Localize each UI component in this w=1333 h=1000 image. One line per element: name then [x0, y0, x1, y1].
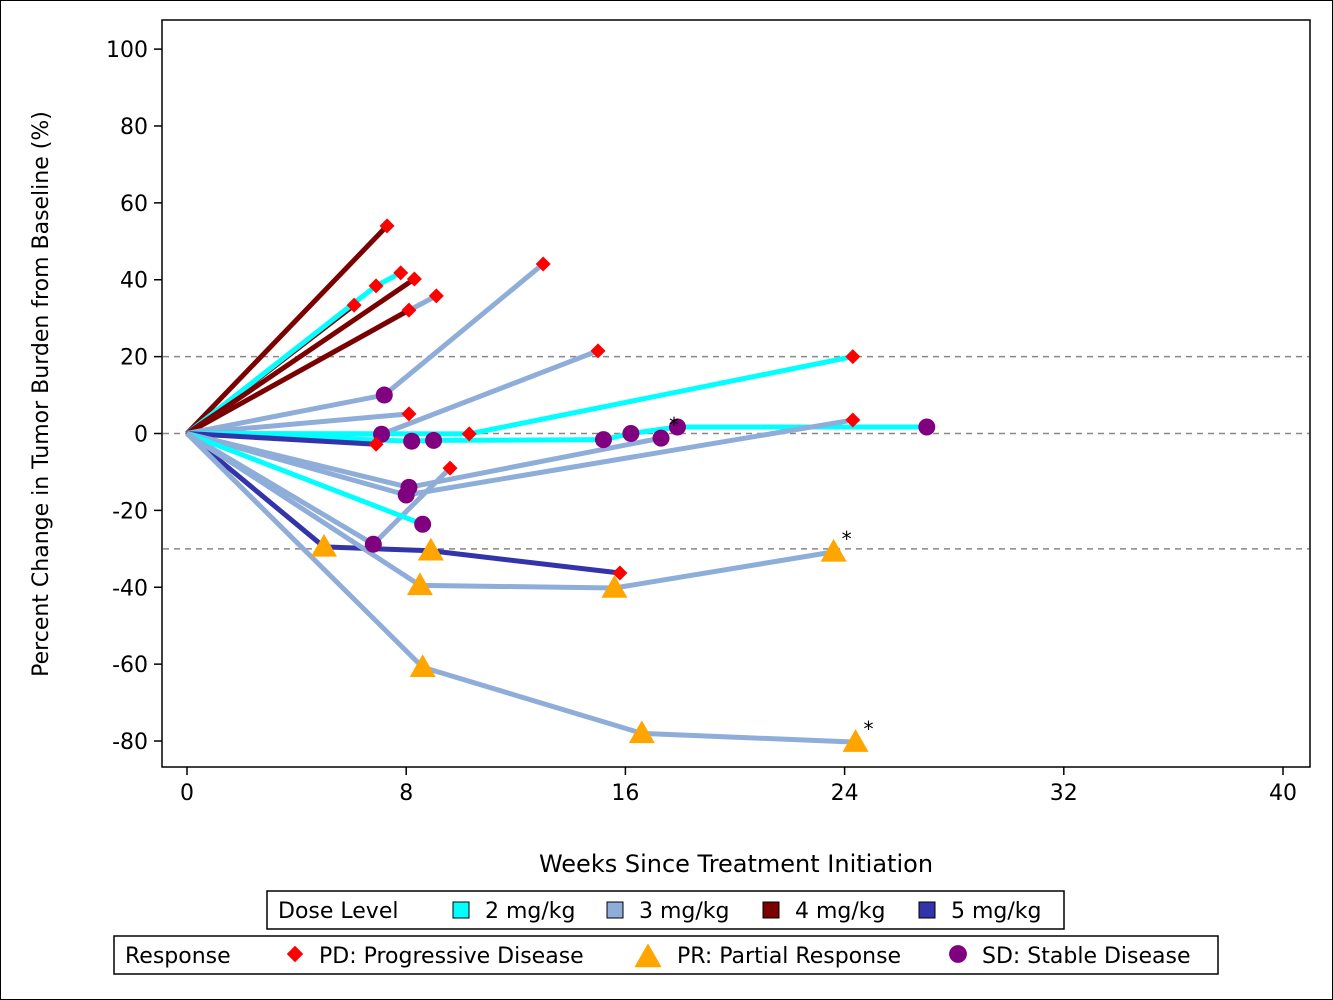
dose-swatch: [762, 901, 780, 919]
pr-marker: [311, 533, 337, 557]
patient-line: [185, 224, 389, 436]
response-legend: Response PD: Progressive Disease PR: Part…: [113, 935, 1219, 975]
x-tick-label: 0: [180, 781, 194, 806]
pd-marker: [286, 945, 304, 963]
patient-line: [186, 431, 377, 447]
dose-legend-label: 2 mg/kg: [485, 899, 576, 924]
ongoing-annotation: *: [669, 413, 679, 437]
pd-marker: [401, 302, 417, 318]
pd-marker: [845, 349, 861, 365]
sd-marker: [652, 429, 670, 447]
sd-marker: [375, 386, 393, 404]
pd-marker: [379, 218, 395, 234]
dose-legend-title: Dose Level: [278, 899, 398, 924]
dose-legend-label: 5 mg/kg: [951, 899, 1042, 924]
dose-swatch: [606, 901, 624, 919]
sd-marker: [403, 432, 421, 450]
pr-marker: [409, 654, 436, 677]
pd-marker: [428, 288, 444, 304]
patient-line: [185, 307, 411, 436]
dose-legend-label: 4 mg/kg: [795, 899, 886, 924]
y-tick-label: 0: [134, 423, 148, 448]
x-tick-label: 24: [831, 781, 859, 806]
y-tick-label: -60: [112, 653, 148, 678]
patient-line: [185, 431, 621, 576]
dose-swatch: [452, 901, 470, 919]
pr-marker: [634, 943, 662, 968]
patient-line: [185, 431, 835, 591]
y-tick-label: 60: [120, 192, 148, 217]
response-legend-label: PR: Partial Response: [677, 944, 901, 969]
patient-line: [186, 262, 545, 436]
patient-line: [185, 431, 856, 745]
y-tick-label: -20: [112, 499, 148, 524]
ongoing-annotation: *: [842, 527, 852, 551]
pd-marker: [461, 426, 477, 442]
y-tick-label: 20: [120, 346, 148, 371]
sd-marker: [414, 515, 432, 533]
pd-marker: [368, 436, 384, 452]
pr-marker: [601, 575, 628, 598]
y-tick-label: 40: [120, 269, 148, 294]
pd-marker: [401, 406, 417, 422]
sd-marker: [397, 486, 415, 504]
pd-marker: [590, 343, 606, 359]
pd-marker: [442, 460, 458, 476]
patient-line: [185, 276, 416, 436]
x-tick-label: 32: [1050, 781, 1078, 806]
sd-marker: [425, 431, 443, 449]
x-tick-label: 16: [611, 781, 639, 806]
pr-marker: [417, 537, 444, 561]
pd-marker: [612, 565, 628, 581]
sd-marker: [594, 431, 612, 449]
sd-marker: [622, 425, 640, 442]
sd-marker: [668, 418, 686, 436]
pd-marker: [346, 297, 362, 313]
response-legend-label: SD: Stable Disease: [982, 944, 1191, 969]
y-axis-label: Percent Change in Tumor Burden from Base…: [29, 111, 54, 677]
pr-marker: [628, 720, 655, 744]
pd-marker: [368, 278, 384, 294]
y-tick-label: -80: [112, 730, 148, 755]
sd-marker: [949, 945, 967, 963]
dose-legend-label: 3 mg/kg: [639, 899, 730, 924]
pd-marker: [535, 256, 551, 272]
response-legend-title: Response: [125, 944, 231, 969]
dose-legend: Dose Level 2 mg/kg 3 mg/kg 4 mg/kg 5 mg/kg: [266, 890, 1065, 930]
plot-area: [161, 19, 1311, 768]
sd-marker: [918, 418, 936, 436]
x-axis-label: Weeks Since Treatment Initiation: [539, 850, 933, 878]
y-tick-label: 100: [106, 38, 148, 63]
dose-swatch: [918, 901, 936, 919]
y-tick-label: -40: [112, 576, 148, 601]
patient-line: [186, 431, 424, 527]
pr-marker: [406, 572, 433, 596]
x-tick-label: 40: [1269, 781, 1297, 806]
pd-marker: [393, 265, 409, 281]
pr-marker: [820, 538, 847, 562]
response-legend-label: PD: Progressive Disease: [319, 944, 584, 969]
pd-marker: [406, 271, 422, 287]
sd-marker: [364, 535, 382, 553]
pd-marker: [845, 412, 861, 428]
ongoing-annotation: *: [864, 717, 874, 741]
x-tick-label: 8: [399, 781, 413, 806]
y-tick-label: 80: [120, 115, 148, 140]
patient-line: [186, 411, 410, 436]
pr-marker: [842, 729, 869, 752]
